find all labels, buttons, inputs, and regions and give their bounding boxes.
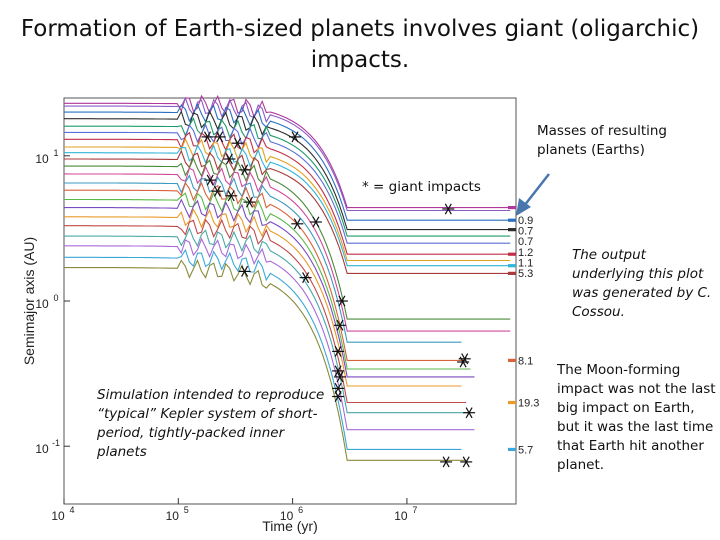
callout-arrow-line — [523, 173, 550, 207]
axis-ticks: 10 4 10 5 10 6 10 710 110 010 -1 — [35, 148, 417, 523]
giant-impact-marker — [334, 319, 346, 331]
giant-impact-marker — [334, 371, 346, 383]
track-line — [64, 156, 511, 320]
giant-impact-marker — [289, 131, 301, 143]
giant-impact-marker — [335, 295, 348, 307]
track-line — [64, 94, 511, 209]
giant-impact-marker — [442, 203, 455, 215]
track-line — [64, 198, 475, 378]
track-line — [64, 165, 511, 332]
giant-impact-marker — [332, 345, 345, 357]
final-mass-label: 1.2 — [518, 247, 533, 259]
giant-impact-marker — [201, 131, 214, 143]
giant-impact-marker — [457, 356, 470, 368]
final-mass-label: 1.1 — [518, 257, 533, 269]
track-line — [64, 237, 475, 431]
y-axis-label: Semimajor axis (AU) — [21, 237, 37, 365]
x-axis-label: Time (yr) — [262, 518, 317, 534]
final-mass-label: 0.9 — [518, 215, 533, 227]
final-mass-label: 5.3 — [518, 268, 533, 280]
giant-impact-marker — [460, 456, 473, 468]
giant-impact-marker — [204, 174, 217, 186]
giant-impact-marker — [238, 164, 251, 176]
giant-impact-marker — [225, 190, 238, 202]
y-tick-label: 10 — [35, 152, 49, 166]
slide-title: Formation of Earth-sized planets involve… — [20, 16, 700, 73]
giant-impact-marker — [211, 185, 224, 197]
track-line — [64, 226, 471, 414]
simulation-note: Simulation intended to reproduce “typica… — [97, 387, 325, 460]
final-mass-label: 19.3 — [518, 398, 539, 410]
x-tick-label: 10 — [51, 509, 65, 523]
track-line — [64, 248, 462, 450]
giant-impact-marker — [463, 407, 476, 419]
x-tick-label: 10 — [394, 509, 408, 523]
track-line — [64, 218, 467, 404]
track-line — [64, 137, 511, 262]
final-mass-label: 5.7 — [518, 444, 533, 456]
output-credit-note: The output underlying this plot was gene… — [572, 247, 712, 320]
giant-impact-marker — [213, 131, 226, 143]
giant-impact-marker — [309, 216, 322, 228]
giant-impact-markers — [201, 131, 476, 468]
callout-arrow-head — [516, 198, 531, 216]
giant-impact-marker — [238, 265, 251, 277]
giant-impact-marker — [299, 272, 312, 284]
y-tick-exponent: -1 — [52, 438, 60, 448]
track-line — [64, 117, 511, 237]
y-tick-exponent: 0 — [53, 293, 58, 303]
giant-impacts-key: * = giant impacts — [362, 179, 481, 195]
giant-impact-marker — [291, 218, 304, 230]
track-line — [64, 110, 511, 231]
giant-impact-marker — [231, 137, 244, 149]
x-tick-label: 10 — [166, 509, 180, 523]
track-line — [64, 208, 462, 387]
track-line — [64, 123, 511, 244]
final-mass-label: 8.1 — [518, 355, 533, 367]
track-line — [64, 258, 467, 461]
giant-impact-marker — [440, 456, 453, 468]
x-tick-exponent: 6 — [298, 505, 303, 515]
giant-impact-marker — [243, 196, 256, 208]
x-tick-exponent: 7 — [412, 505, 417, 515]
track-line — [64, 96, 511, 212]
moon-impact-note: The Moon-forming impact was not the last… — [557, 362, 716, 473]
y-tick-label: 10 — [35, 442, 49, 456]
y-tick-label: 10 — [35, 297, 49, 311]
final-mass-label: 0.7 — [518, 226, 533, 238]
track-line — [64, 181, 467, 361]
final-mass-label: 0.7 — [518, 236, 533, 248]
masses-note: Masses of resulting planets (Earths) — [537, 123, 667, 158]
track-line — [64, 149, 511, 274]
x-tick-exponent: 4 — [69, 505, 74, 515]
y-tick-exponent: 1 — [53, 148, 58, 158]
track-line — [64, 191, 471, 370]
track-line — [64, 130, 511, 255]
giant-impact-marker — [332, 365, 345, 377]
final-mass-labels: 0.90.70.71.21.15.38.119.35.7 — [518, 215, 539, 456]
x-tick-exponent: 5 — [184, 505, 189, 515]
giant-impact-marker — [223, 153, 236, 165]
giant-impact-marker — [332, 391, 345, 402]
x-tick-label: 10 — [280, 509, 294, 523]
